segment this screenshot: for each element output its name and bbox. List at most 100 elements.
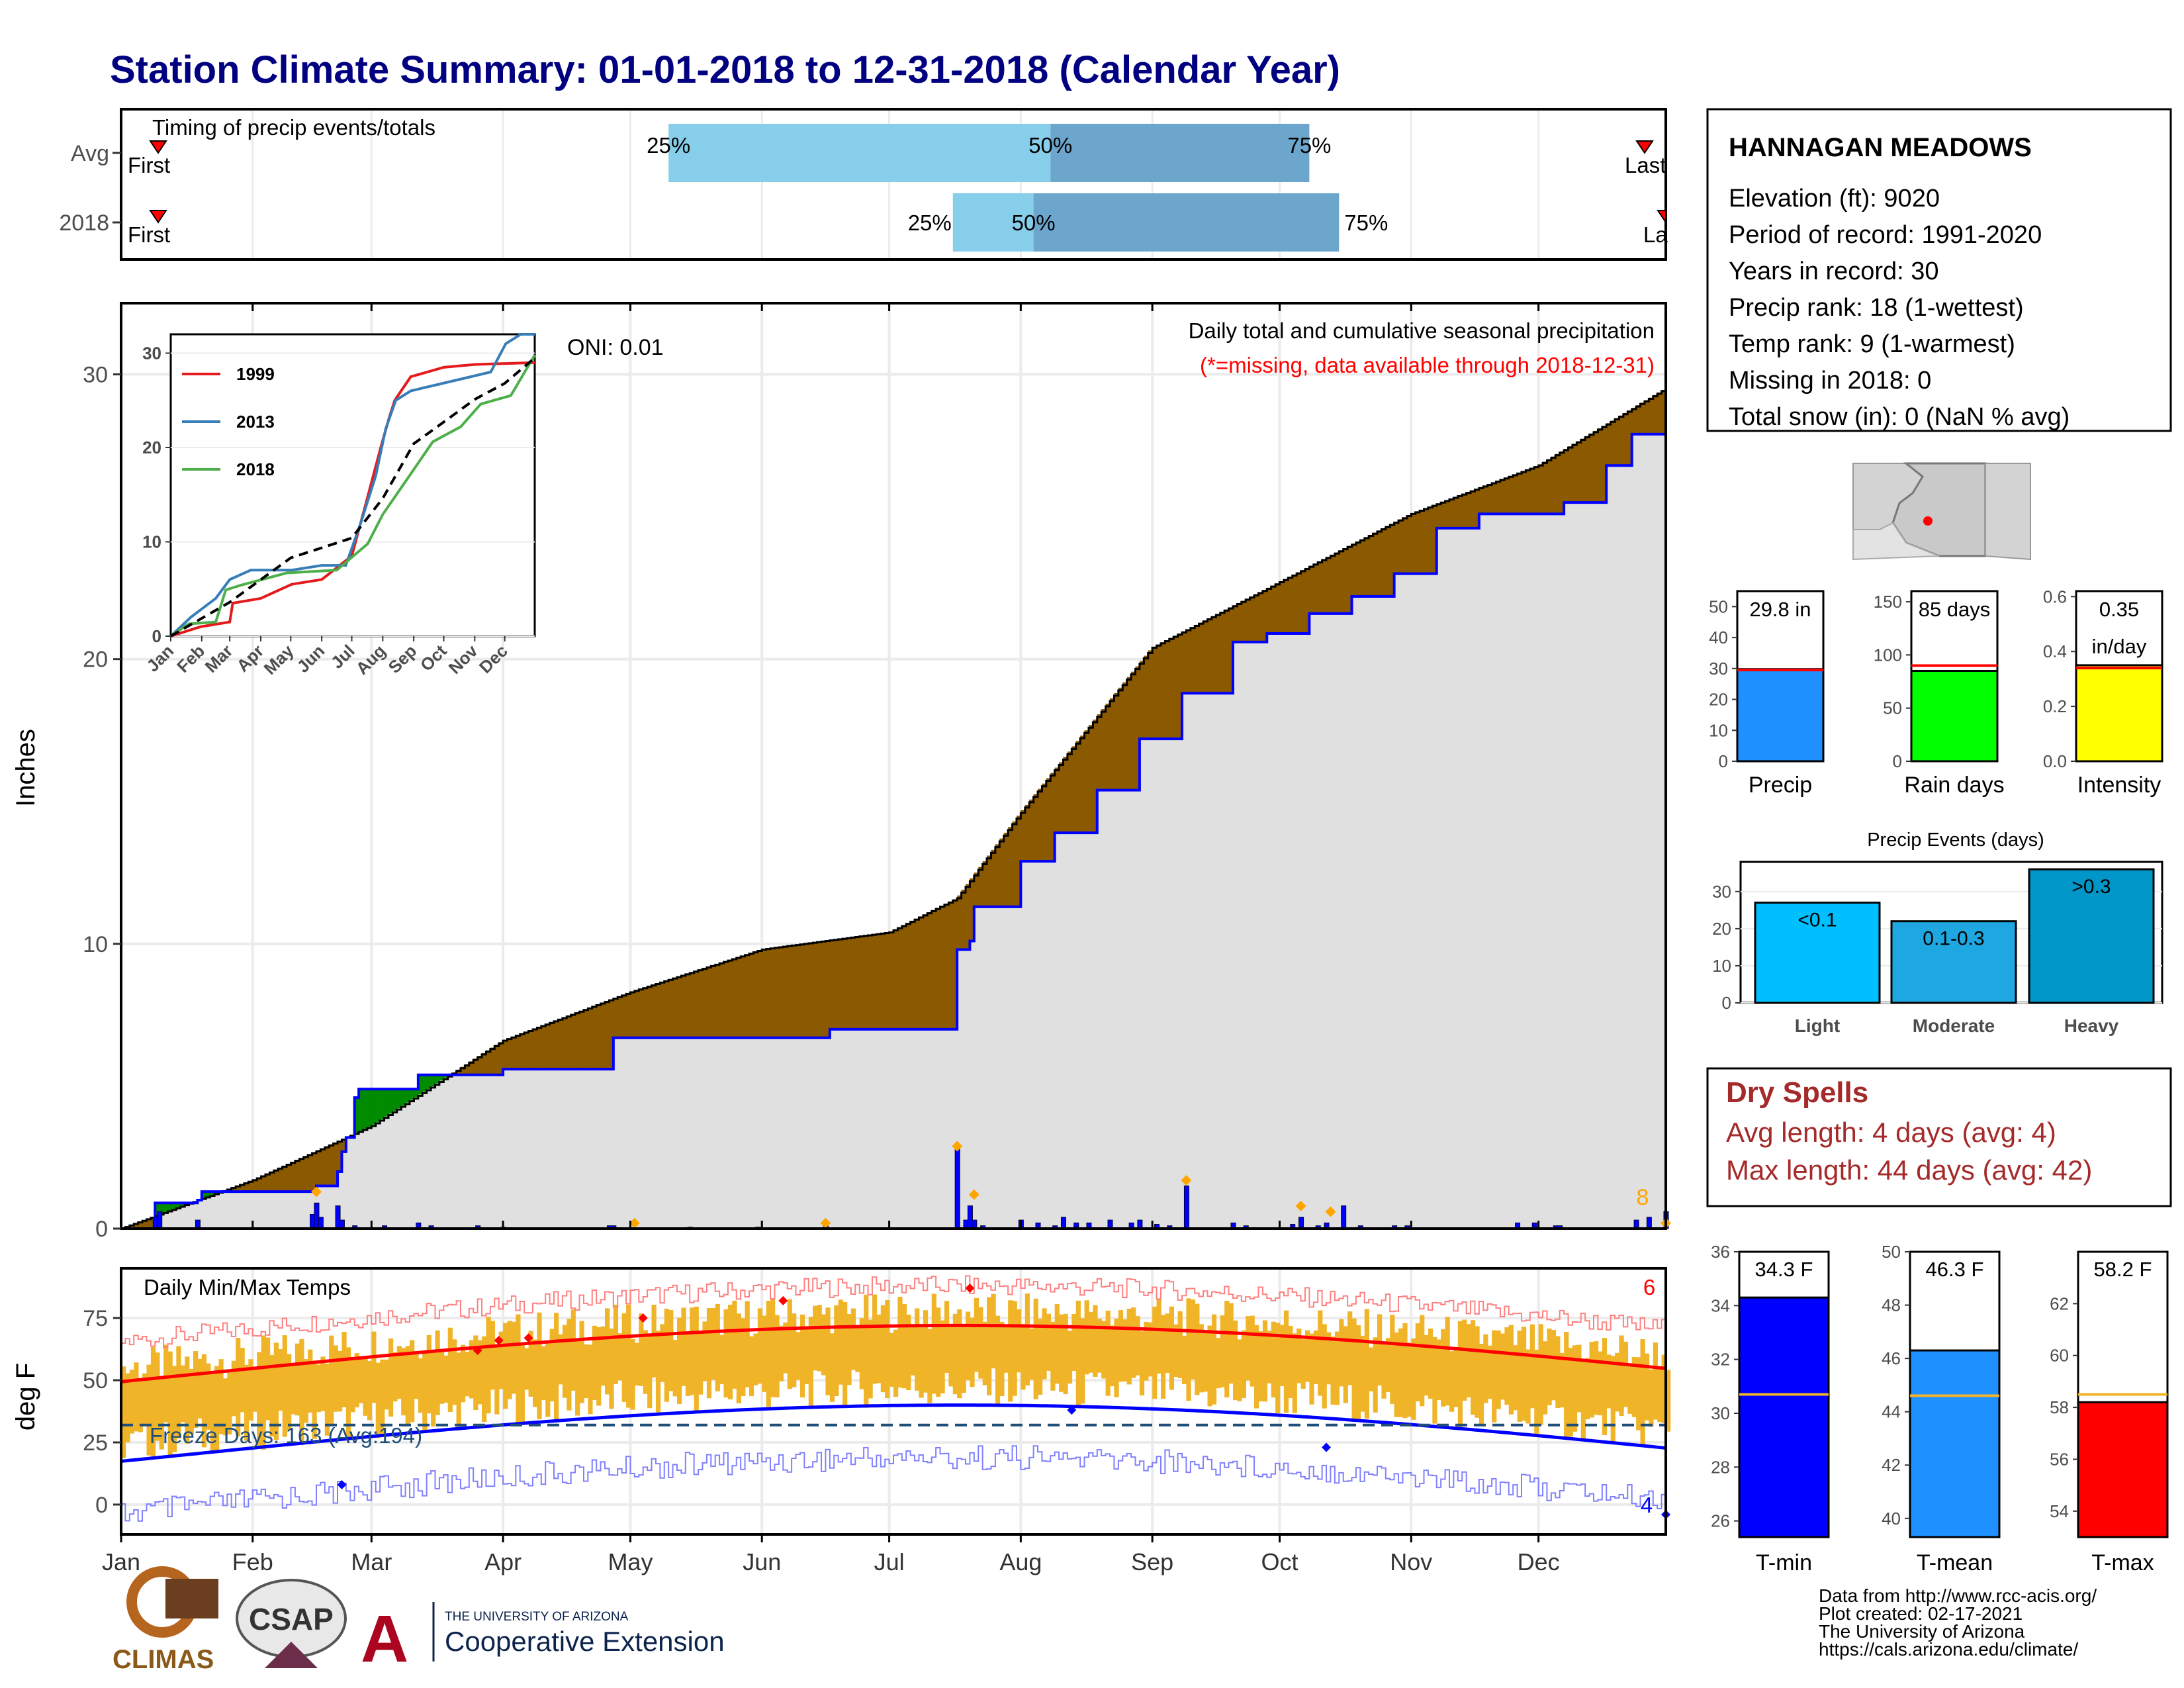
deficit-fill: [1101, 709, 1107, 790]
temp-bar-y-tick-label: 28: [1711, 1457, 1730, 1477]
daily-temp-bar: [991, 1293, 996, 1369]
daily-temp-bar: [698, 1331, 704, 1395]
daily-temp-bar: [558, 1334, 563, 1385]
deficit-fill: [1246, 598, 1251, 642]
deficit-fill: [1126, 677, 1132, 790]
daily-temp-bar: [490, 1321, 496, 1390]
daily-temp-bar: [1063, 1313, 1068, 1395]
deficit-fill: [1038, 788, 1043, 862]
summary-bar-unit: in/day: [2092, 635, 2147, 658]
daily-temp-bar: [1406, 1342, 1412, 1417]
daily-temp-bar: [1564, 1332, 1569, 1438]
surplus-fill: [384, 1089, 389, 1117]
deficit-fill: [1568, 446, 1573, 503]
daily-temp-bar: [1636, 1357, 1641, 1430]
daily-temp-bar: [753, 1333, 758, 1385]
location-map: [1841, 461, 2032, 564]
deficit-fill: [341, 1139, 347, 1152]
surplus-fill: [171, 1203, 177, 1209]
temp-bar-label: T-mean: [1917, 1550, 1993, 1575]
daily-temp-bar: [621, 1313, 627, 1402]
daily-temp-bar: [549, 1329, 555, 1401]
daily-temp-bar: [278, 1349, 283, 1411]
daily-temp-bar: [426, 1335, 432, 1414]
daily-temp-bar: [507, 1321, 512, 1399]
deficit-fill: [1160, 642, 1165, 739]
deficit-fill: [1415, 511, 1420, 574]
temp-bar-t-min: [1738, 1296, 1830, 1538]
deficit-fill: [694, 970, 699, 1038]
daily-temp-bar: [838, 1299, 843, 1385]
record-low-count: 4: [1641, 1493, 1653, 1517]
deficit-fill: [859, 936, 864, 1029]
deficit-fill: [456, 1069, 461, 1075]
deficit-fill: [494, 1045, 500, 1075]
daily-temp-bar: [447, 1327, 453, 1413]
daily-temp-bar: [897, 1297, 903, 1388]
events-bar-label: <0.1: [1797, 910, 1837, 931]
daily-temp-bar: [592, 1325, 597, 1400]
daily-temp-bar: [1471, 1320, 1476, 1415]
deficit-fill: [799, 944, 805, 1038]
month-label-jan: Jan: [102, 1548, 140, 1575]
daily-temp-bar: [1246, 1316, 1251, 1381]
deficit-fill: [1237, 602, 1242, 642]
daily-temp-bar: [1262, 1320, 1268, 1402]
timing-bar-25-50: [668, 124, 1051, 182]
daily-temp-bar: [1182, 1335, 1187, 1384]
deficit-fill: [1304, 567, 1310, 633]
daily-temp-bar: [787, 1299, 792, 1389]
daily-temp-bar: [770, 1298, 776, 1397]
temp-bar-value: 46.3 F: [1926, 1258, 1984, 1281]
deficit-fill: [702, 968, 707, 1038]
university-of-arizona-logo: A THE UNIVERSITY OF ARIZONA Cooperative …: [361, 1602, 725, 1676]
daily-temp-bar: [176, 1346, 181, 1438]
deficit-fill: [1619, 415, 1624, 466]
daily-temp-bar: [987, 1297, 992, 1395]
deficit-fill: [498, 1042, 504, 1075]
temp-bar-y-tick-label: 34: [1711, 1295, 1730, 1315]
deficit-fill: [1615, 418, 1620, 466]
deficit-fill: [778, 947, 784, 1038]
month-label-feb: Feb: [232, 1548, 273, 1575]
month-label-aug: Aug: [999, 1548, 1042, 1575]
daily-temp-bar: [1559, 1352, 1565, 1408]
deficit-fill: [1122, 682, 1128, 790]
daily-precip-bar: [157, 1211, 163, 1229]
deficit-fill: [829, 940, 835, 1029]
deficit-fill: [1610, 420, 1615, 466]
temp-y-tick-label: 25: [83, 1430, 108, 1456]
daily-temp-bar: [876, 1315, 882, 1383]
deficit-fill: [1627, 410, 1633, 466]
daily-temp-bar: [1046, 1313, 1052, 1371]
daily-temp-bar: [1118, 1310, 1124, 1382]
deficit-fill: [1398, 519, 1404, 574]
timing-label: Timing of precip events/totals: [152, 115, 435, 140]
deficit-fill: [630, 991, 635, 1038]
daily-temp-bar: [359, 1358, 364, 1403]
daily-temp-bar: [850, 1308, 856, 1370]
daily-temp-bar: [1228, 1303, 1234, 1384]
deficit-fill: [609, 999, 614, 1070]
deficit-fill: [1644, 400, 1649, 434]
daily-temp-bar: [1012, 1301, 1017, 1396]
timing-row-label: Avg: [71, 141, 109, 166]
deficit-fill: [460, 1066, 465, 1075]
daily-temp-bar: [948, 1326, 954, 1387]
daily-temp-bar: [1275, 1323, 1281, 1413]
daily-temp-bar: [829, 1333, 835, 1402]
deficit-fill: [672, 978, 678, 1038]
deficit-fill: [1394, 521, 1399, 574]
daily-temp-bar: [236, 1338, 241, 1436]
daily-temp-bar: [1003, 1324, 1009, 1373]
daily-temp-bar: [672, 1340, 678, 1397]
csap-logo-text: CSAP: [249, 1602, 334, 1636]
deficit-fill: [469, 1061, 474, 1075]
surplus-fill: [380, 1089, 385, 1119]
deficit-fill: [1148, 650, 1153, 739]
daily-temp-bar: [694, 1306, 699, 1412]
daily-temp-bar: [1420, 1315, 1425, 1407]
deficit-fill: [711, 965, 716, 1038]
deficit-fill: [1466, 492, 1471, 528]
deficit-fill: [269, 1171, 275, 1192]
